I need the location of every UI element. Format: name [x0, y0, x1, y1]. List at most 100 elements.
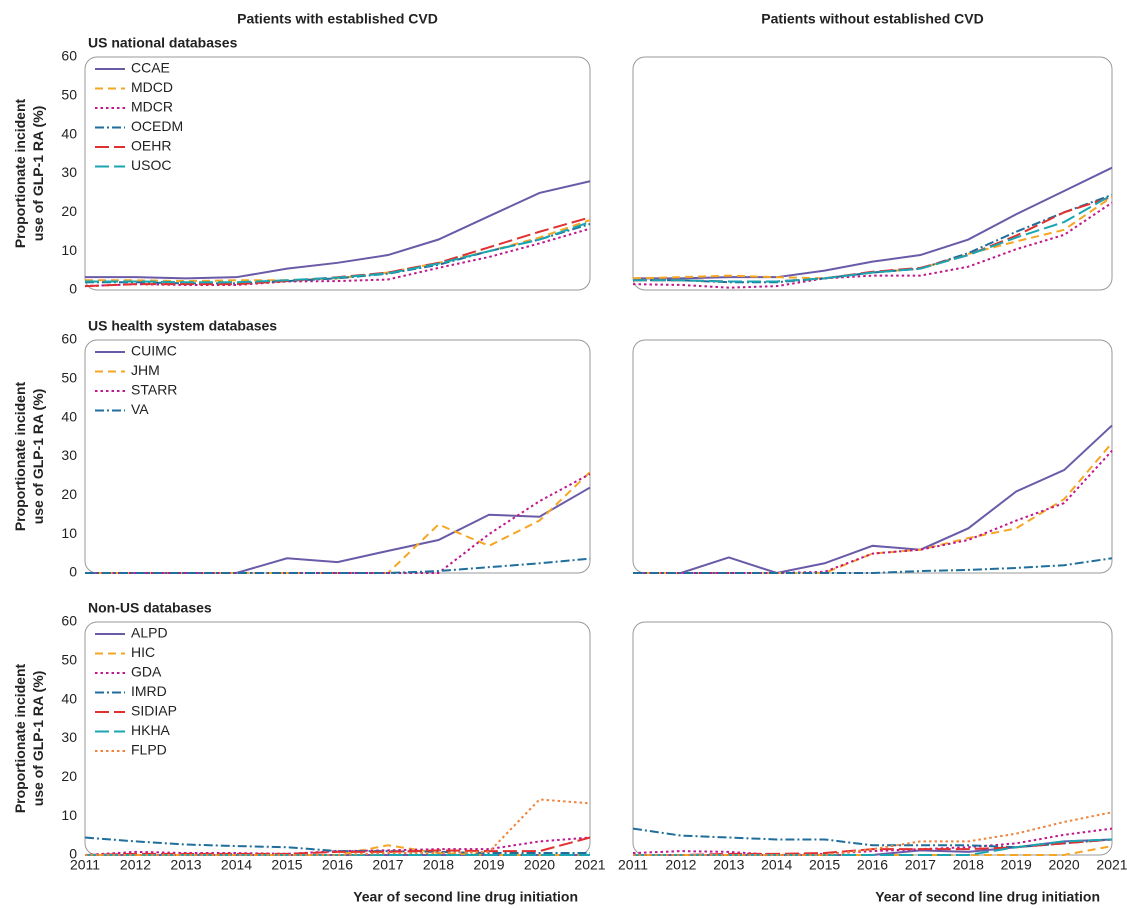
y-tick-label: 0 [69, 281, 77, 297]
legend-label: HKHA [131, 722, 171, 738]
series-line [633, 424, 1113, 575]
x-tick-label: 2013 [713, 857, 744, 873]
y-tick-label: 0 [69, 564, 77, 580]
series-line [85, 219, 591, 283]
series-line [633, 193, 1113, 283]
column-title: Patients without established CVD [761, 11, 983, 27]
x-tick-label: 2021 [574, 857, 605, 873]
legend-label: SIDIAP [131, 703, 177, 719]
y-axis-label: Proportionate incident use of GLP-1 RA (%… [12, 98, 46, 248]
series-line [633, 166, 1113, 280]
series-line [632, 201, 1113, 289]
y-axis-label: Proportionate incident use of GLP-1 RA (%… [12, 663, 46, 813]
legend-label: STARR [131, 382, 177, 398]
legend-label: OEHR [131, 138, 171, 154]
series-line [84, 836, 591, 856]
x-axis-label: Year of second line drug initiation [353, 889, 578, 905]
legend-label: VA [131, 401, 149, 417]
panel-title: US health system databases [88, 318, 277, 334]
legend-label: HIC [131, 644, 155, 660]
x-tick-label: 2013 [170, 857, 201, 873]
y-tick-label: 20 [61, 486, 77, 502]
x-tick-label: 2014 [221, 857, 252, 873]
series-line [85, 471, 591, 574]
legend-label: MDCR [131, 99, 173, 115]
legend-label: USOC [131, 157, 171, 173]
column-title: Patients with established CVD [237, 11, 438, 27]
x-tick-label: 2017 [372, 857, 403, 873]
series-line [633, 838, 1113, 856]
series-line [632, 827, 1113, 849]
series-line [632, 827, 1113, 857]
series-line [633, 450, 1113, 574]
x-tick-label: 2011 [618, 857, 648, 873]
y-tick-label: 30 [61, 164, 77, 180]
y-axis-label: Proportionate incident use of GLP-1 RA (%… [12, 381, 46, 531]
y-tick-label: 60 [61, 331, 77, 347]
y-tick-label: 30 [61, 729, 77, 745]
series-line [633, 838, 1113, 856]
x-tick-label: 2021 [1096, 857, 1127, 873]
x-tick-label: 2014 [761, 857, 792, 873]
y-tick-label: 10 [61, 525, 77, 541]
x-tick-label: 2019 [1001, 857, 1032, 873]
series-line [633, 442, 1113, 574]
series-line [633, 557, 1113, 574]
y-axis-label-line: use of GLP-1 RA (%) [30, 106, 46, 242]
x-tick-label: 2017 [905, 857, 936, 873]
series-line [84, 836, 591, 856]
series-line [85, 486, 591, 574]
x-tick-label: 2016 [322, 857, 353, 873]
y-tick-label: 60 [61, 613, 77, 629]
series-line [85, 557, 591, 574]
panel-title: Non-US databases [88, 600, 212, 616]
panel-frame [632, 621, 1113, 856]
x-tick-label: 2020 [524, 857, 555, 873]
series-line [85, 473, 591, 574]
legend-label: JHM [131, 362, 160, 378]
x-tick-label: 2020 [1049, 857, 1080, 873]
series-line [85, 798, 591, 856]
y-tick-label: 40 [61, 690, 77, 706]
series-line [85, 180, 591, 280]
series-line [85, 221, 591, 284]
series-line [632, 195, 1113, 280]
legend-label: MDCD [131, 79, 173, 95]
panel-frame [632, 56, 1113, 291]
legend-label: CUIMC [131, 343, 177, 359]
series-line [633, 838, 1113, 856]
y-tick-label: 50 [61, 370, 77, 386]
y-tick-label: 10 [61, 807, 77, 823]
x-tick-label: 2012 [665, 857, 696, 873]
series-line [84, 836, 590, 855]
legend-label: GDA [131, 664, 162, 680]
y-tick-label: 10 [61, 242, 77, 258]
x-tick-label: 2015 [271, 857, 302, 873]
panel-frame [84, 339, 591, 574]
legend-label: FLPD [131, 742, 167, 758]
legend-label: IMRD [131, 683, 167, 699]
series-line [85, 223, 591, 285]
x-tick-label: 2018 [953, 857, 984, 873]
y-tick-label: 50 [61, 652, 77, 668]
series-line [84, 216, 591, 288]
x-axis-label: Year of second line drug initiation [875, 889, 1100, 905]
x-tick-label: 2019 [473, 857, 504, 873]
x-tick-label: 2018 [423, 857, 454, 873]
legend-label: ALPD [131, 625, 168, 641]
panel-frame [84, 56, 591, 291]
y-tick-label: 20 [61, 203, 77, 219]
y-tick-label: 30 [61, 447, 77, 463]
y-tick-label: 50 [61, 87, 77, 103]
y-axis-label-line: use of GLP-1 RA (%) [30, 671, 46, 807]
y-tick-label: 60 [61, 48, 77, 64]
x-tick-label: 2012 [120, 857, 151, 873]
panel-title: US national databases [88, 35, 238, 51]
panel-frame [632, 339, 1113, 574]
series-line [633, 193, 1113, 284]
y-tick-label: 20 [61, 768, 77, 784]
y-axis-label-line: Proportionate incident [12, 381, 28, 531]
legend-label: OCEDM [131, 118, 183, 134]
x-tick-label: 2015 [809, 857, 840, 873]
